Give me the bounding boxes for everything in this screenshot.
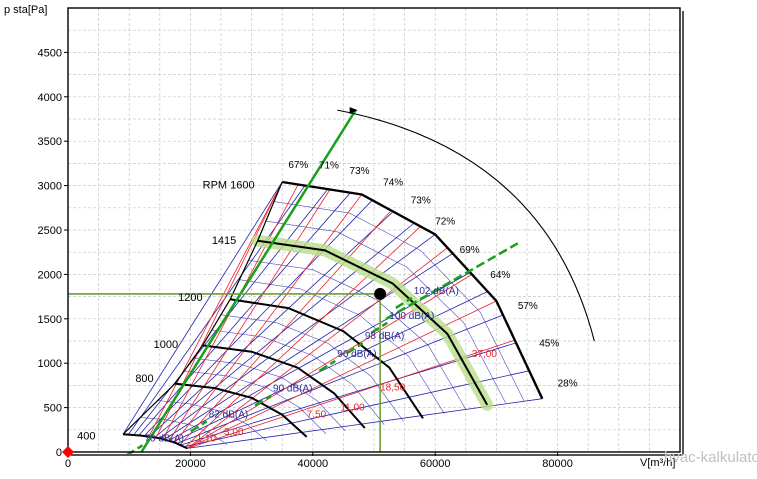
efficiency-mesh-line xyxy=(143,199,373,437)
power-line xyxy=(184,226,421,448)
x-tick-label: 60000 xyxy=(420,458,451,470)
mesh-lines xyxy=(122,181,543,449)
power-label: 11,00 xyxy=(340,402,365,413)
efficiency-mesh-line xyxy=(149,211,394,437)
efficiency-label: 71% xyxy=(319,161,339,172)
x-tick-label: 40000 xyxy=(298,458,329,470)
x-tick-label: 20000 xyxy=(175,458,206,470)
rpm-label: RPM 1600 xyxy=(203,179,255,191)
sound-guide xyxy=(190,420,208,433)
efficiency-label: 73% xyxy=(350,166,370,177)
power-line xyxy=(168,189,331,442)
power-line xyxy=(148,181,283,437)
efficiency-label: 73% xyxy=(411,195,431,206)
operating-curve-highlight xyxy=(251,234,494,411)
power-line xyxy=(187,247,448,449)
rpm-curve xyxy=(257,239,489,406)
efficiency-label: 28% xyxy=(558,378,578,389)
efficiency-mesh-line xyxy=(154,222,415,438)
efficiency-label: 64% xyxy=(490,270,510,281)
sound-level-label: 102 dB(A) xyxy=(414,286,459,297)
sound-level-label: 96 dB(A) xyxy=(337,349,376,360)
right-boundary-guide xyxy=(385,242,519,320)
sound-level-label: 100 dB(A) xyxy=(389,311,434,322)
x-tick-label: 80000 xyxy=(542,458,573,470)
efficiency-mesh-line xyxy=(138,192,351,436)
power-line xyxy=(179,210,392,446)
left-boundary-guide xyxy=(140,109,357,453)
sound-guide xyxy=(254,394,272,407)
y-tick-label: 4000 xyxy=(38,92,62,104)
rpm-curve xyxy=(230,298,424,419)
efficiency-label: 45% xyxy=(539,338,559,349)
y-tick-label: 1000 xyxy=(38,358,62,370)
labels: RPM 1600 1415 1200 1000 800 400 67% 71% 73% 74% 73… xyxy=(77,160,578,445)
power-label: 37,00 xyxy=(472,349,497,360)
efficiency-label: 69% xyxy=(460,245,480,256)
rpm-curve xyxy=(202,344,366,429)
y-tick-label: 0 xyxy=(56,447,62,459)
efficiency-arc xyxy=(157,400,268,442)
x-tick-label: 0 xyxy=(65,458,71,470)
power-label: 18,50 xyxy=(380,383,405,394)
sound-guide xyxy=(395,296,413,309)
rpm-label: 800 xyxy=(135,373,153,385)
power-line xyxy=(187,274,473,449)
curves xyxy=(68,107,595,457)
rpm-label: 1200 xyxy=(178,292,202,304)
power-line xyxy=(174,194,363,443)
efficiency-arc xyxy=(248,259,467,410)
y-tick-label: 500 xyxy=(44,403,62,415)
efficiency-arc xyxy=(193,357,346,432)
efficiency-arc xyxy=(211,329,385,425)
efficiency-arc xyxy=(184,370,327,435)
watermark: hvac-kalkulator.net xyxy=(664,449,757,466)
power-label: 1,10 xyxy=(197,433,217,444)
sound-guide xyxy=(346,342,364,355)
efficiency-mesh-line xyxy=(159,234,436,439)
sound-guide xyxy=(370,321,388,334)
sound-level-label: 90 dB(A) xyxy=(273,384,312,395)
efficiency-arc xyxy=(273,201,525,401)
sound-level-label: 70 dB(A) xyxy=(145,433,184,444)
efficiency-mesh-line xyxy=(122,181,283,435)
sound-guide xyxy=(318,359,336,373)
y-axis-title: p sta[Pa] xyxy=(4,4,47,16)
efficiency-label: 57% xyxy=(518,301,538,312)
rpm-curve xyxy=(174,382,308,438)
arc-arrow xyxy=(349,107,358,115)
power-label: 3,00 xyxy=(224,427,244,438)
operating-point xyxy=(374,287,387,300)
rpm-curve xyxy=(282,180,544,400)
y-tick-label: 2000 xyxy=(38,269,62,281)
y-tick-label: 3000 xyxy=(38,181,62,193)
zero-marker xyxy=(62,446,74,458)
sound-guide xyxy=(125,444,144,457)
sound-level-label: 82 dB(A) xyxy=(209,409,248,420)
power-label: 7,50 xyxy=(307,409,327,420)
efficiency-mesh-line xyxy=(163,253,453,440)
efficiency-label: 74% xyxy=(383,178,403,189)
envelope-left xyxy=(122,181,283,435)
efficiency-arc xyxy=(140,417,228,445)
rpm-curve xyxy=(123,433,188,450)
rpm-label: 1415 xyxy=(212,235,236,247)
efficiency-label: 72% xyxy=(435,217,455,228)
sound-level-label: 98 dB(A) xyxy=(365,331,404,342)
efficiency-arc xyxy=(265,220,506,404)
x-axis-title: V[m³/h] xyxy=(640,457,675,469)
efficiency-arc xyxy=(220,314,404,422)
y-tick-label: 1500 xyxy=(38,314,62,326)
y-tick-label: 3500 xyxy=(38,136,62,148)
outer-arc xyxy=(337,109,595,342)
rpm-label: 1000 xyxy=(154,339,178,351)
efficiency-label: 67% xyxy=(288,160,308,171)
axes: 0 500 1000 1500 2000 2500 3000 3500 4000 4500 0 200… xyxy=(38,7,684,470)
rpm-label: 400 xyxy=(77,431,95,443)
y-tick-label: 2500 xyxy=(38,225,62,237)
y-tick-label: 4500 xyxy=(38,47,62,59)
